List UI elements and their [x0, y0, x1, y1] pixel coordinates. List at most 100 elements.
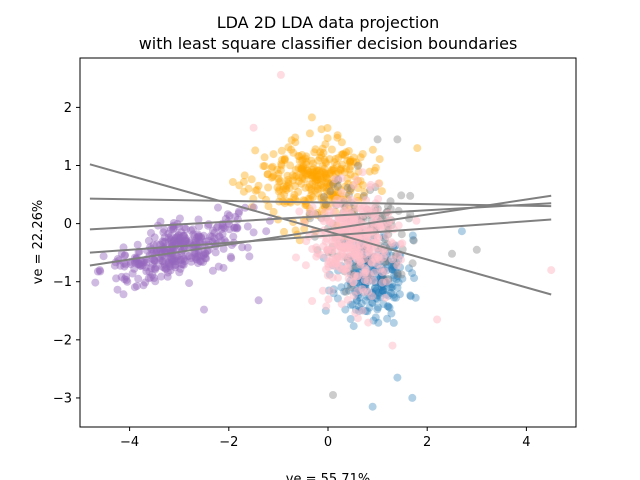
data-point-class-1: [379, 286, 388, 295]
data-point-class-1: [384, 302, 393, 311]
data-point-class-5: [382, 232, 391, 240]
data-point-class-2: [306, 170, 315, 179]
data-point-class-2: [301, 169, 310, 178]
data-point-class-4: [199, 231, 208, 240]
data-point-class-4: [169, 255, 178, 264]
data-point-class-5: [381, 267, 389, 276]
data-point-class-2: [318, 162, 327, 171]
data-point-class-4: [164, 259, 173, 268]
data-point-class-2: [287, 145, 296, 154]
data-point-class-2: [336, 166, 345, 175]
data-point-class-2: [311, 177, 320, 186]
data-point-class-5: [374, 194, 383, 203]
data-point-class-4: [230, 223, 239, 232]
data-point-class-2: [297, 179, 306, 188]
data-point-class-5: [345, 212, 354, 220]
data-point-class-4: [191, 253, 200, 261]
data-point-class-4: [120, 251, 129, 260]
data-point-class-2: [316, 174, 325, 183]
data-point-class-2: [312, 166, 321, 175]
data-point-class-1: [373, 305, 382, 314]
data-point-class-2: [260, 162, 269, 171]
data-point-class-1: [371, 283, 379, 292]
data-point-class-4: [179, 238, 188, 247]
data-point-class-1: [387, 309, 396, 318]
data-point-class-2: [354, 160, 363, 169]
data-point-class-2: [346, 155, 355, 164]
data-point-class-4: [169, 224, 178, 233]
data-point-class-2: [297, 165, 306, 174]
data-point-class-2: [282, 186, 291, 194]
data-point-class-4: [211, 248, 220, 257]
data-point-class-1: [374, 303, 383, 312]
data-point-class-2: [280, 155, 289, 164]
data-point-class-4: [134, 274, 143, 283]
data-point-class-4: [173, 252, 182, 261]
data-point-class-1: [398, 274, 407, 283]
data-point-class-2: [284, 143, 293, 152]
data-point-class-4: [145, 267, 154, 276]
data-point-class-4: [133, 240, 142, 249]
data-point-class-2: [280, 154, 289, 163]
data-point-class-4: [149, 240, 158, 249]
data-point-class-4: [197, 233, 205, 242]
data-point-class-2: [325, 186, 333, 195]
data-point-class-2: [325, 155, 334, 164]
data-point-class-3: [397, 191, 406, 200]
data-point-class-2: [264, 183, 273, 192]
data-point-class-1: [371, 286, 380, 295]
data-point-class-2: [319, 183, 328, 191]
data-point-class-2: [294, 177, 303, 186]
data-point-class-4: [167, 239, 176, 248]
data-point-class-4: [146, 273, 155, 282]
data-point-class-2: [273, 183, 282, 192]
data-point-class-2: [273, 165, 282, 174]
data-point-class-2: [327, 165, 336, 174]
data-point-class-2: [288, 171, 297, 180]
data-point-class-4: [170, 236, 179, 245]
data-point-class-4: [188, 225, 197, 234]
data-point-class-2: [298, 156, 306, 165]
data-point-class-1: [368, 298, 377, 307]
data-point-class-1: [383, 302, 392, 311]
data-point-class-5: [324, 257, 333, 266]
data-point-class-4: [202, 254, 211, 263]
data-point-class-2: [311, 186, 320, 195]
data-point-class-5: [327, 286, 336, 295]
data-point-class-4: [135, 260, 143, 269]
data-point-class-4: [167, 236, 175, 245]
data-point-class-2: [343, 174, 352, 183]
data-point-class-2: [375, 155, 384, 164]
data-point-class-4: [167, 225, 176, 234]
data-point-class-4: [213, 222, 222, 231]
data-point-class-2: [305, 168, 314, 177]
data-point-class-4: [175, 214, 184, 223]
data-point-class-2: [318, 167, 327, 176]
data-point-class-1: [395, 290, 404, 299]
data-point-class-2: [319, 148, 328, 157]
data-point-class-5: [357, 224, 366, 233]
data-point-class-2: [301, 154, 310, 163]
data-point-class-4: [158, 257, 167, 266]
data-point-class-1: [374, 318, 383, 327]
data-point-class-2: [289, 148, 298, 157]
data-point-class-1: [388, 283, 397, 291]
data-point-class-5: [331, 175, 340, 184]
data-point-class-2: [239, 177, 248, 186]
data-point-class-4: [254, 296, 263, 305]
data-point-class-2: [342, 148, 351, 157]
data-point-class-2: [228, 178, 237, 186]
data-point-class-3: [384, 202, 392, 211]
data-point-class-1: [406, 292, 415, 301]
data-point-class-2: [318, 144, 327, 153]
data-point-class-4: [160, 233, 169, 242]
data-point-class-5: [547, 266, 556, 275]
data-point-class-5: [338, 242, 347, 251]
data-point-class-4: [181, 237, 190, 246]
data-point-class-4: [126, 260, 135, 268]
data-point-class-2: [299, 155, 307, 164]
data-point-class-2: [282, 181, 291, 190]
data-point-class-4: [119, 290, 128, 299]
data-point-class-2: [302, 160, 311, 169]
data-point-class-2: [295, 152, 304, 161]
